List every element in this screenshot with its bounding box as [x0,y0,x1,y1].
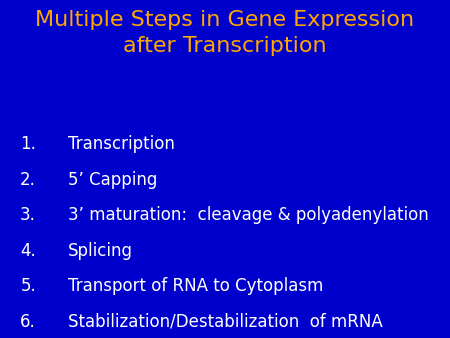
Text: Transport of RNA to Cytoplasm: Transport of RNA to Cytoplasm [68,277,323,295]
Text: Multiple Steps in Gene Expression
after Transcription: Multiple Steps in Gene Expression after … [36,10,414,56]
Text: 6.: 6. [20,313,36,331]
Text: 2.: 2. [20,171,36,189]
Text: 3.: 3. [20,206,36,224]
Text: Transcription: Transcription [68,135,175,153]
Text: 5’ Capping: 5’ Capping [68,171,157,189]
Text: Splicing: Splicing [68,242,132,260]
Text: 4.: 4. [20,242,36,260]
Text: Stabilization/Destabilization  of mRNA: Stabilization/Destabilization of mRNA [68,313,382,331]
Text: 1.: 1. [20,135,36,153]
Text: 5.: 5. [20,277,36,295]
Text: 3’ maturation:  cleavage & polyadenylation: 3’ maturation: cleavage & polyadenylatio… [68,206,428,224]
